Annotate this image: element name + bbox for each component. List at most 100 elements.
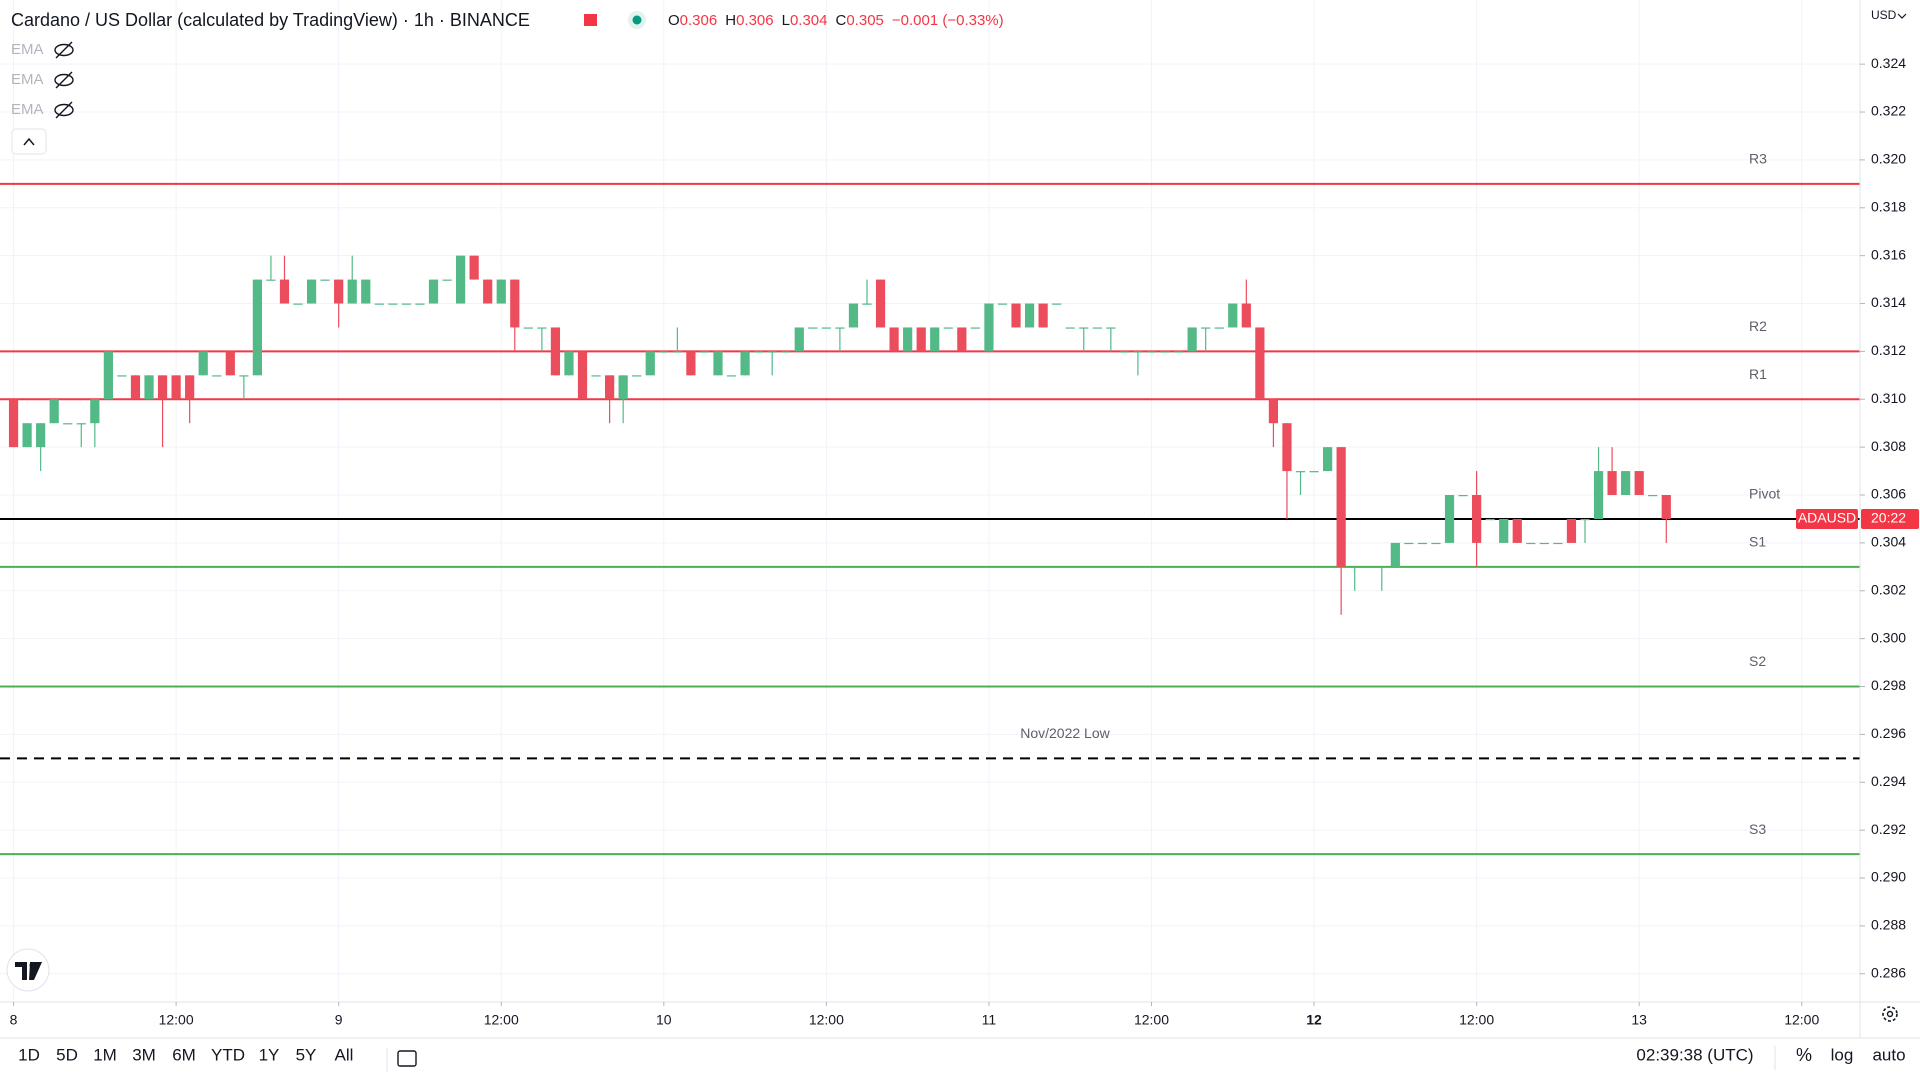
candle-body (334, 279, 344, 304)
visibility-icon[interactable] (54, 73, 74, 87)
date-range-icon[interactable] (397, 1050, 417, 1067)
candle-body (455, 255, 466, 304)
range-button[interactable]: All (335, 1045, 354, 1064)
candles (8, 255, 1671, 615)
x-tick-label: 12:00 (1134, 1012, 1169, 1028)
y-tick-label: 0.324 (1871, 55, 1906, 71)
currency-chevron (1897, 13, 1907, 19)
candle-body (1512, 518, 1522, 543)
range-button[interactable]: 5D (56, 1045, 78, 1064)
y-tick-label: 0.320 (1871, 151, 1906, 167)
range-button[interactable]: 1D (18, 1045, 40, 1064)
candle-body (1404, 542, 1414, 545)
candle-body (550, 327, 561, 376)
log-button[interactable]: log (1831, 1045, 1854, 1064)
y-tick-label: 0.310 (1871, 390, 1906, 406)
y-tick-label: 0.312 (1871, 342, 1906, 358)
candle-body (1268, 399, 1279, 424)
candle-body (1417, 542, 1428, 545)
x-tick-label: 12:00 (1459, 1012, 1494, 1028)
candle-body (1214, 327, 1224, 329)
legend-o: O (668, 12, 680, 29)
x-tick-label: 11 (982, 1012, 997, 1028)
range-button[interactable]: 5Y (296, 1045, 317, 1064)
indicator-label: EMA (11, 71, 44, 88)
y-tick-label: 0.306 (1871, 486, 1906, 502)
candle-body (1444, 495, 1455, 543)
candle-body (1160, 351, 1170, 353)
x-tick-label: 8 (10, 1012, 18, 1028)
candle-body (388, 303, 398, 305)
legend-open: 0.306 (680, 12, 718, 29)
candle-body (212, 375, 222, 377)
candle-body (1485, 518, 1495, 521)
candle-body (320, 279, 330, 281)
y-tick-label: 0.296 (1871, 725, 1906, 741)
candle-body (997, 303, 1008, 305)
legend-change: −0.001 (−0.33%) (892, 12, 1004, 29)
candle-body (198, 351, 208, 376)
y-tick-label: 0.286 (1871, 964, 1906, 980)
currency-label[interactable]: USD (1871, 8, 1897, 22)
candle-body (1282, 423, 1292, 472)
visibility-icon[interactable] (54, 103, 74, 117)
candle-body (1648, 495, 1658, 497)
level-label: R1 (1749, 366, 1767, 382)
settings-icon[interactable] (1882, 1006, 1898, 1022)
candle-body (903, 327, 913, 352)
candle-body (875, 279, 886, 328)
visibility-icon[interactable] (54, 43, 74, 57)
candle-body (821, 327, 831, 329)
level-label: S3 (1749, 821, 1766, 837)
candle-body (659, 351, 669, 353)
candle-body (1580, 518, 1590, 521)
flag-icon[interactable] (584, 14, 597, 26)
range-button[interactable]: 1Y (259, 1045, 280, 1064)
legend-high: 0.306 (736, 12, 774, 29)
percent-button[interactable]: % (1796, 1045, 1812, 1065)
chart-title: Cardano / US Dollar (calculated by Tradi… (11, 10, 530, 30)
candle-body (1255, 327, 1265, 400)
y-tick-label: 0.292 (1871, 821, 1906, 837)
candle-body (279, 279, 290, 304)
range-button[interactable]: 1M (93, 1045, 117, 1064)
candle-body (1228, 303, 1238, 328)
y-tick-label: 0.322 (1871, 103, 1906, 119)
candle-body (1553, 542, 1563, 545)
candle-body (1336, 447, 1346, 567)
candle-body (1526, 542, 1536, 545)
candle-body (252, 279, 262, 376)
range-button[interactable]: YTD (211, 1045, 245, 1064)
candle-body (117, 375, 127, 377)
candle-body (361, 279, 371, 304)
level-label: R2 (1749, 318, 1767, 334)
candle-body (1187, 327, 1197, 352)
price-countdown: 20:22 (1871, 510, 1906, 526)
candle-body (605, 375, 615, 400)
clock[interactable]: 02:39:38 (UTC) (1636, 1045, 1753, 1064)
x-tick-label: 10 (656, 1012, 672, 1028)
symbol-label: ADAUSD (1798, 510, 1856, 526)
candle-body (984, 303, 994, 352)
range-button[interactable]: 3M (132, 1045, 156, 1064)
level-label: Nov/2022 Low (1020, 725, 1110, 741)
collapse-button[interactable] (11, 128, 47, 155)
legend-close: 0.305 (846, 12, 884, 29)
candle-body (36, 423, 46, 448)
x-tick-label: 12:00 (809, 1012, 844, 1028)
y-tick-label: 0.294 (1871, 773, 1906, 789)
y-tick-label: 0.316 (1871, 246, 1906, 262)
visibility-slash (55, 71, 73, 89)
y-tick-label: 0.304 (1871, 534, 1906, 550)
range-button[interactable]: 6M (172, 1045, 196, 1064)
candle-body (428, 279, 439, 304)
legend-c: C (836, 12, 847, 29)
candle-body (1390, 542, 1400, 567)
candle-body (930, 327, 940, 352)
auto-button[interactable]: auto (1872, 1045, 1905, 1064)
y-tick-label: 0.290 (1871, 869, 1906, 885)
candle-body (699, 351, 710, 353)
candle-body (1309, 471, 1319, 473)
candle-body (781, 351, 791, 353)
candle-body (632, 375, 642, 377)
